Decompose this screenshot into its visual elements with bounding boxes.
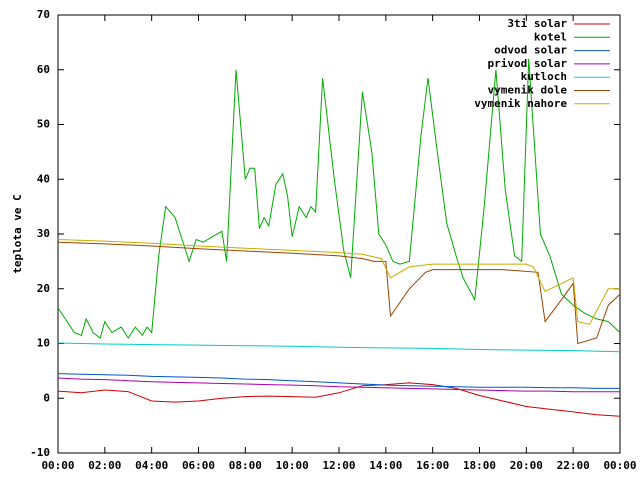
x-tick-label: 06:00: [182, 459, 215, 472]
legend-label: 3ti solar: [507, 17, 567, 30]
y-tick-label: 60: [37, 63, 50, 76]
series-line: [57, 382, 621, 417]
series-line: [57, 241, 621, 345]
legend-label: vymenik dole: [488, 84, 568, 97]
x-tick-label: 22:00: [557, 459, 590, 472]
y-tick-label: 70: [37, 8, 50, 21]
y-tick-label: 10: [37, 337, 50, 350]
y-axis-label: teplota ve C: [11, 194, 24, 273]
series-line: [57, 342, 621, 353]
legend-label: odvod solar: [494, 44, 567, 57]
x-tick-label: 02:00: [88, 459, 121, 472]
x-tick-label: 00:00: [41, 459, 74, 472]
y-tick-label: 20: [37, 282, 50, 295]
x-tick-label: 16:00: [416, 459, 449, 472]
legend-label: privod solar: [488, 57, 568, 70]
x-tick-label: 04:00: [135, 459, 168, 472]
x-tick-label: 00:00: [603, 459, 636, 472]
series-line: [57, 239, 620, 325]
series-line: [57, 377, 620, 393]
series-line: [57, 58, 621, 339]
legend-label: vymenik nahore: [474, 97, 567, 110]
x-tick-label: 18:00: [463, 459, 496, 472]
legend-label: kotel: [534, 30, 567, 43]
x-tick-label: 12:00: [322, 459, 355, 472]
x-tick-label: 14:00: [369, 459, 402, 472]
y-tick-label: 40: [37, 172, 50, 185]
y-tick-label: 0: [43, 391, 50, 404]
x-tick-label: 10:00: [276, 459, 309, 472]
y-tick-label: 50: [37, 118, 50, 131]
legend-label: kutloch: [521, 70, 567, 83]
y-tick-label: 30: [37, 227, 50, 240]
y-tick-label: -10: [30, 446, 50, 459]
x-tick-label: 08:00: [229, 459, 262, 472]
x-tick-label: 20:00: [510, 459, 543, 472]
series-line: [57, 373, 620, 389]
